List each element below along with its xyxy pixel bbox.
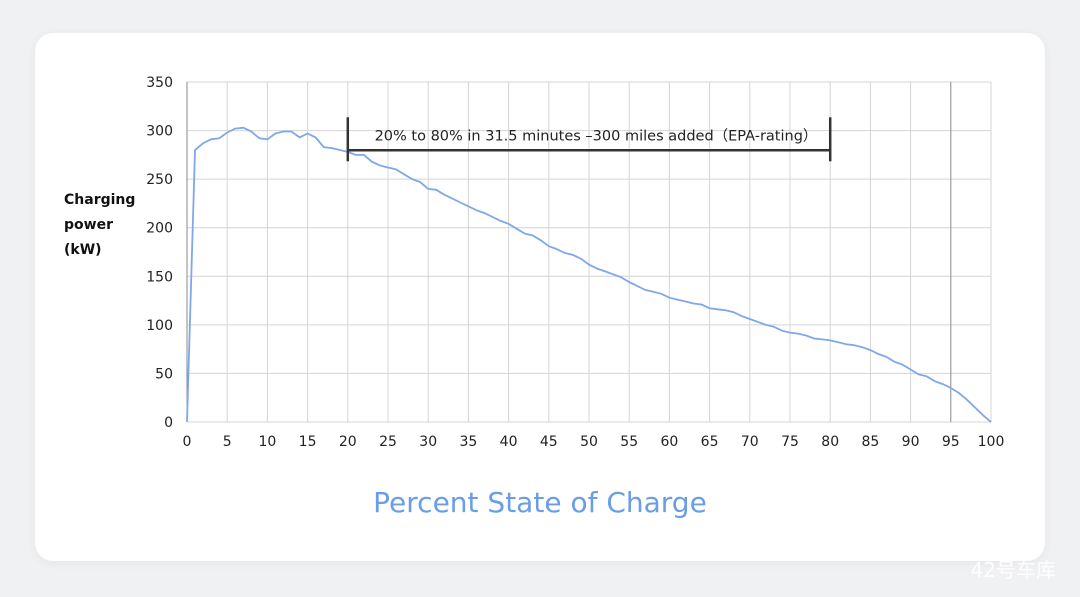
x-tick-label: 35 (459, 434, 477, 450)
y-axis-label-line-2: power (64, 217, 113, 233)
annotation-text: 20% to 80% in 31.5 minutes –300 miles ad… (375, 127, 818, 144)
x-tick-labels: 0 5 10 15 20 25 30 35 40 45 50 55 60 65 70 75 80 85 90 95 10… (183, 434, 1005, 450)
x-tick-label: 45 (540, 434, 558, 450)
y-axis-label: Charging power (kW) (64, 188, 154, 263)
y-tick-label: 100 (146, 318, 173, 334)
y-tick-label: 200 (146, 221, 173, 237)
x-tick-label: 100 (978, 434, 1005, 450)
x-tick-label: 95 (942, 434, 960, 450)
x-tick-label: 75 (781, 434, 799, 450)
y-tick-label: 0 (164, 415, 173, 431)
x-tick-label: 85 (861, 434, 879, 450)
watermark: 42号车库 (970, 558, 1056, 582)
x-tick-label: 0 (183, 434, 192, 450)
y-axis-label-line-3: (kW) (64, 242, 102, 258)
x-tick-label: 10 (258, 434, 276, 450)
charging-power-line (186, 126, 992, 423)
y-axis-label-line-1: Charging (64, 192, 136, 208)
y-tick-label: 300 (146, 124, 173, 140)
x-tick-label: 55 (620, 434, 638, 450)
y-tick-label: 350 (146, 75, 173, 91)
chart-card (35, 33, 1045, 561)
x-tick-label: 80 (821, 434, 839, 450)
x-tick-label: 5 (223, 434, 232, 450)
x-tick-label: 25 (379, 434, 397, 450)
x-tick-label: 60 (660, 434, 678, 450)
y-tick-label: 250 (146, 172, 173, 188)
x-tick-label: 50 (580, 434, 598, 450)
y-tick-labels: 0 50 100 150 200 250 300 350 (146, 75, 173, 431)
annotation-bracket: 20% to 80% in 31.5 minutes –300 miles ad… (346, 117, 832, 162)
x-tick-label: 30 (419, 434, 437, 450)
x-tick-label: 15 (299, 434, 317, 450)
x-tick-label: 90 (902, 434, 920, 450)
x-tick-label: 65 (701, 434, 719, 450)
y-tick-label: 150 (146, 269, 173, 285)
x-tick-label: 20 (339, 434, 357, 450)
grid-lines (186, 81, 992, 423)
y-tick-label: 50 (155, 366, 173, 382)
x-axis-label: Percent State of Charge (373, 486, 707, 519)
x-tick-label: 70 (741, 434, 759, 450)
x-tick-label: 40 (500, 434, 518, 450)
